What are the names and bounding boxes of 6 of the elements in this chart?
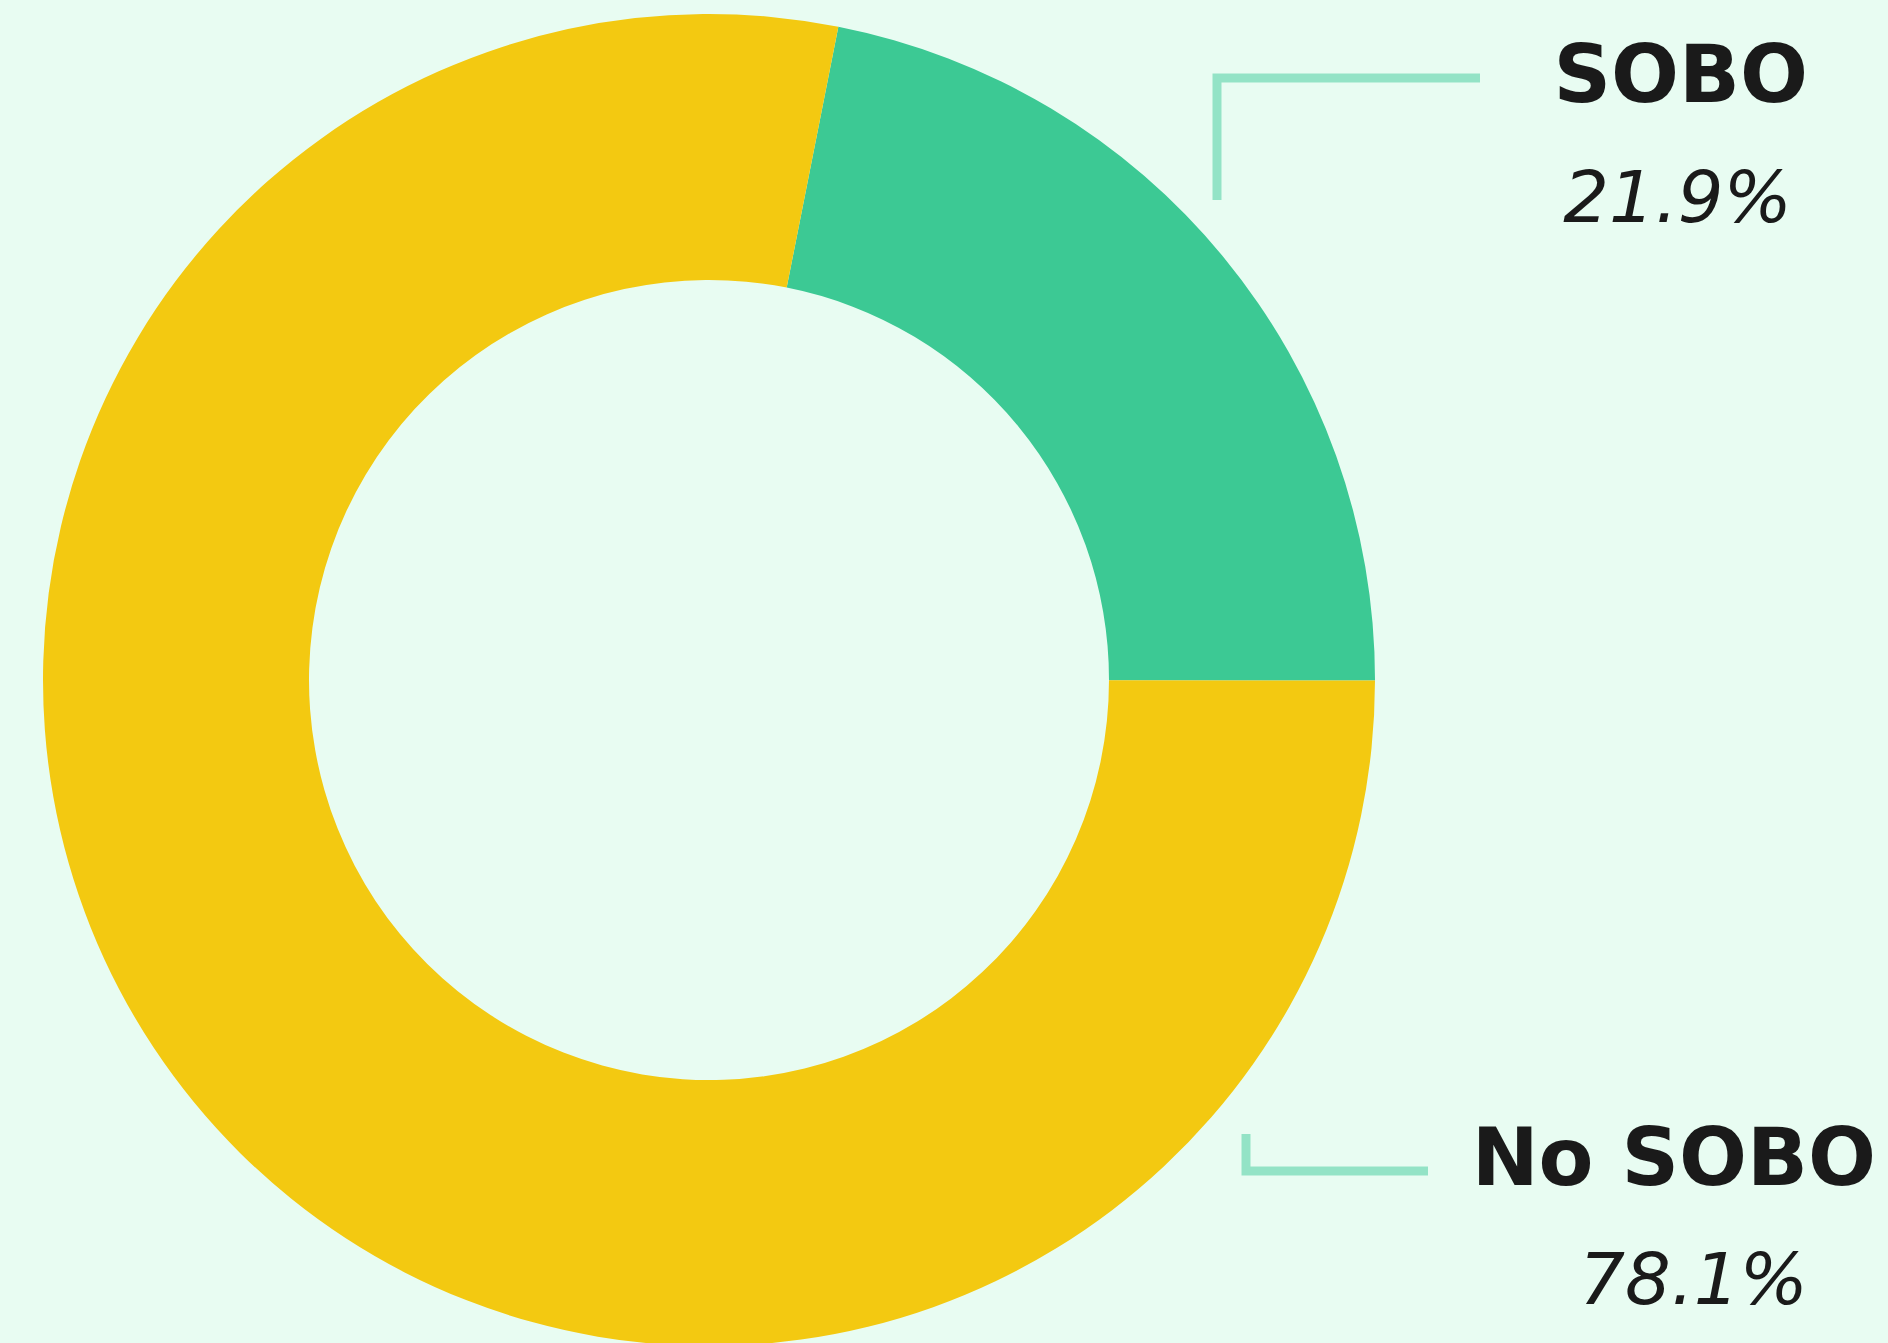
slice-label: No SOBO (1471, 1111, 1876, 1204)
data-label: 78.1% (1579, 1237, 1808, 1321)
data-label: 21.9% (1563, 155, 1792, 239)
donut-slice (43, 15, 1375, 1343)
slice-label: SOBO (1553, 28, 1808, 121)
donut-slice (786, 26, 1375, 681)
